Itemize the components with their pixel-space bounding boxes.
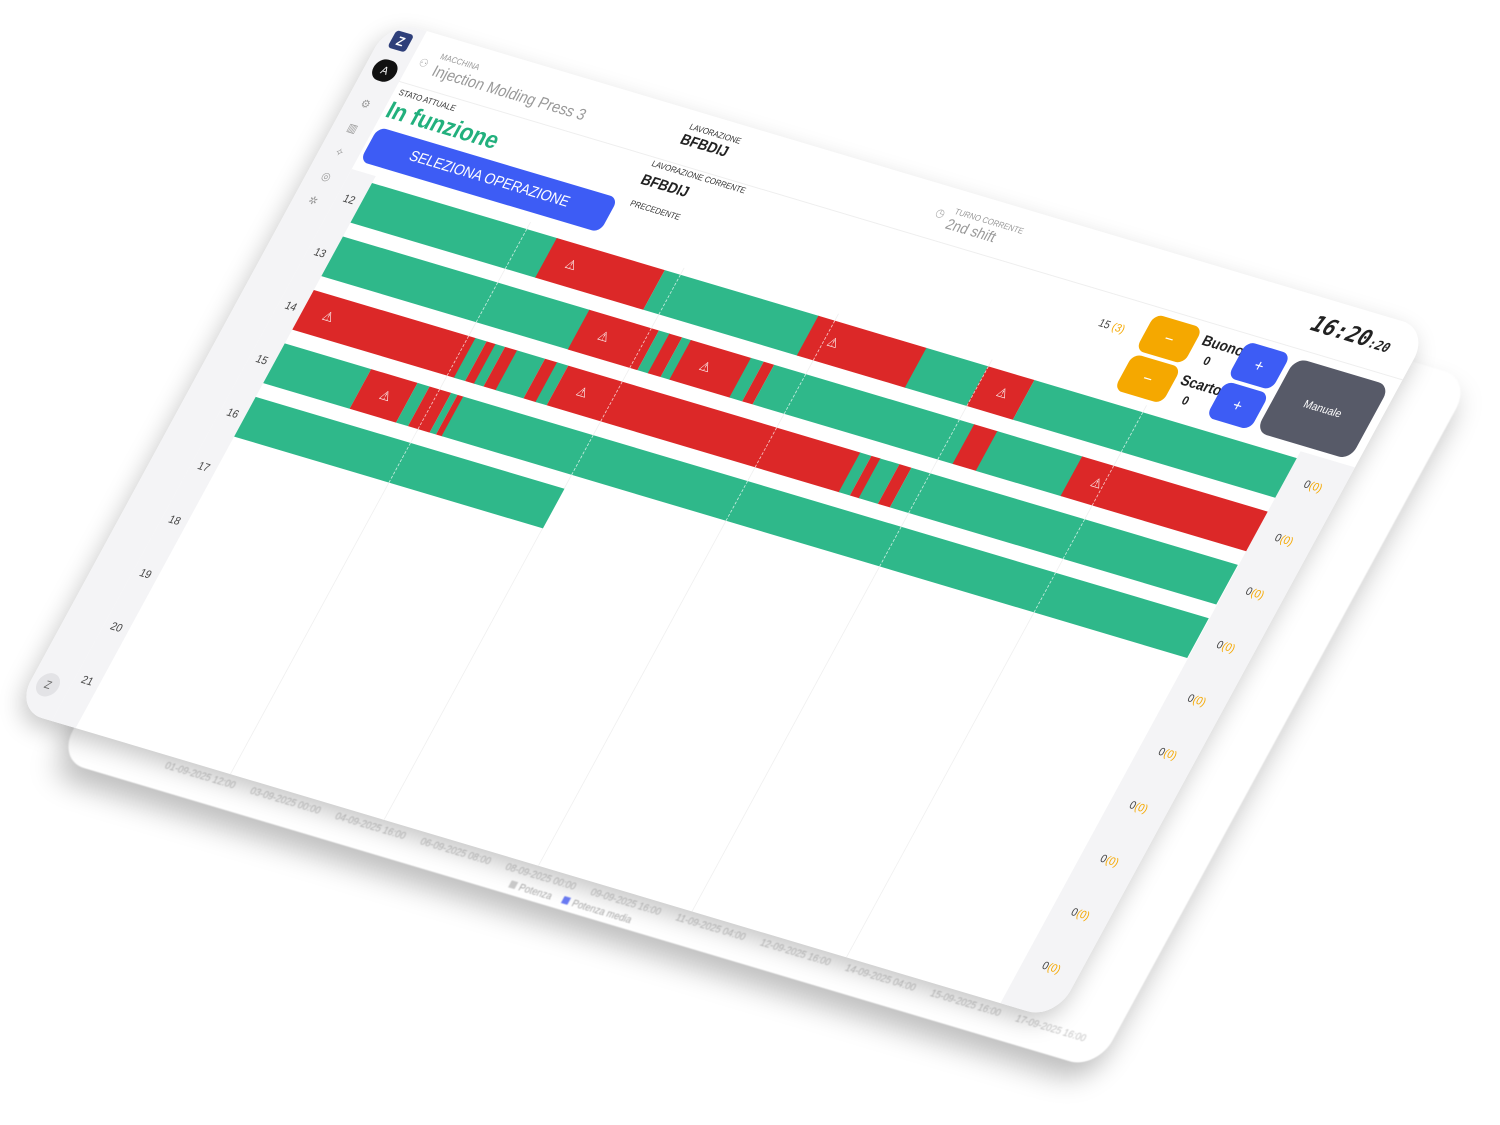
total-count: 15 (3) [1096,316,1128,336]
row-count: 0(0) [1185,691,1209,709]
machines-icon[interactable]: ⚙︎ [358,96,374,112]
clock: 16:20:20 [1306,310,1393,357]
row-count: 0(0) [1155,744,1180,762]
sparkle-icon[interactable]: ✧ [332,145,347,160]
avatar[interactable]: A [367,56,402,85]
row-count: 0(0) [1272,530,1296,549]
previous-label: PRECEDENTE [628,198,683,222]
hour-label: 19 [137,565,155,582]
hour-label: 17 [195,459,213,475]
row-count: 0(0) [1097,851,1122,869]
clock-icon: ◷ [933,205,949,221]
factory-icon[interactable]: ▥ [344,120,361,136]
scrap-value: 0 [1179,393,1193,408]
row-count: 0(0) [1301,477,1326,495]
collapse-button[interactable]: Z [31,670,65,700]
warning-icon: ⚠ [562,255,581,273]
row-count: 0(0) [1039,958,1064,976]
machine-panel: Z A ⚙︎ ▥ ✧ ◎ ✲ Z ⚇ MACCHINA Injection Mo… [14,20,1430,1020]
warning-icon: ⚠ [696,358,715,375]
warning-icon: ⚠ [824,333,843,351]
row-count: 0(0) [1068,905,1093,923]
warning-icon: ⚠ [595,327,613,345]
warning-icon: ⚠ [376,387,395,404]
timeline: ⚠ ⚠ ⚠ ⚠ ⚠ ⚠ ⚠ ⚠ ⚠ [229,20,1430,958]
row-count: 0(0) [1243,584,1267,602]
row-count: 0(0) [1214,637,1238,656]
hour-label: 21 [78,672,97,689]
warning-icon: ⚠ [573,383,592,401]
hour-label: 20 [107,619,126,635]
logo[interactable]: Z [387,29,415,53]
machine-icon: ⚇ [416,55,432,71]
warning-icon: ⚠ [993,384,1012,402]
good-value: 0 [1200,353,1214,369]
warning-icon: ⚠ [319,307,338,325]
row-count: 0(0) [1126,798,1151,816]
hour-label: 18 [166,512,184,528]
scrap-minus-button[interactable]: − [1113,353,1182,404]
settings-icon[interactable]: ✲ [305,193,321,208]
gauge-icon[interactable]: ◎ [318,169,334,184]
